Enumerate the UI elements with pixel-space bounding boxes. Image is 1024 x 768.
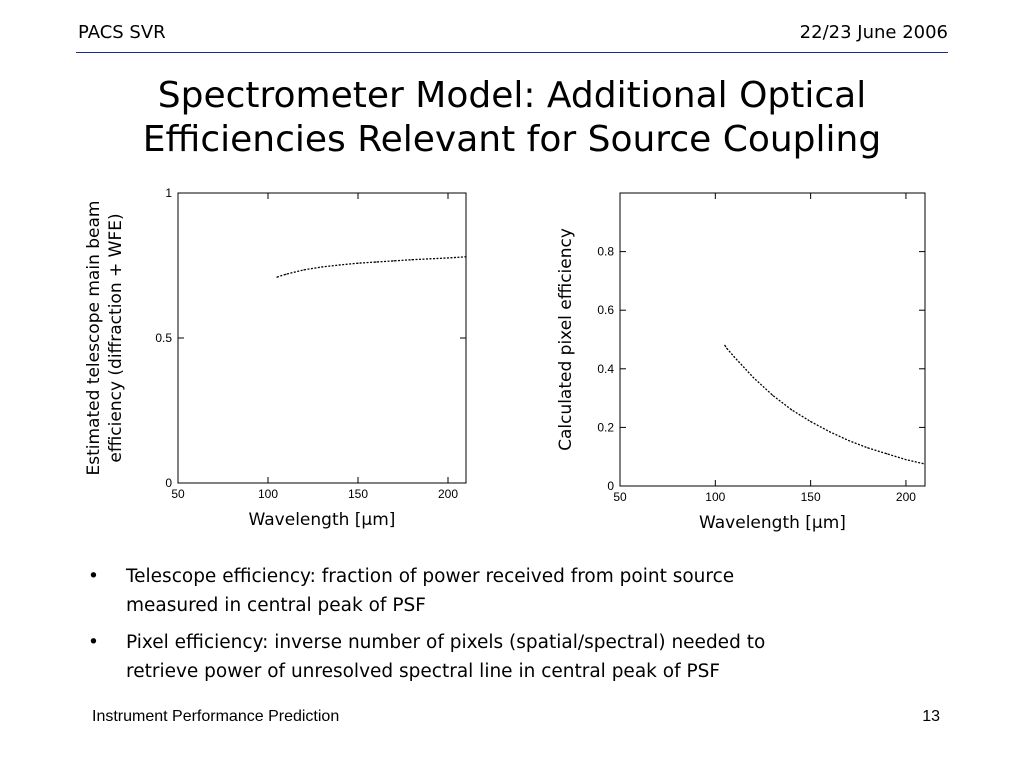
x-tick-label: 150 [801,490,821,504]
bullet-pixel-efficiency: Pixel efficiency: inverse number of pixe… [88,628,938,686]
data-point [411,259,413,261]
y-tick-label: 0 [607,479,614,493]
data-point [886,453,888,455]
series-line [276,256,467,278]
bullet-2-line-2: retrieve power of unresolved spectral li… [126,661,720,682]
data-point [771,394,774,396]
y-tick-label: 1 [165,186,172,200]
bullet-1-line-1: Telescope efficiency: fraction of power … [126,566,735,587]
x-tick-label: 150 [348,487,368,501]
x-tick-label: 200 [438,487,458,501]
bullet-1-line-2: measured in central peak of PSF [126,595,426,616]
data-point [752,376,755,379]
data-point [447,257,449,259]
data-point [724,344,726,346]
x-axis-label: Wavelength [µm] [249,510,396,530]
x-tick-label: 200 [896,490,916,504]
data-point [829,431,831,433]
x-axis-label: Wavelength [µm] [699,513,846,533]
data-point [339,264,341,266]
data-point [905,459,907,461]
data-point [790,409,793,411]
y-tick-label: 0.2 [597,420,614,434]
y-tick-label: 0.6 [597,303,614,317]
data-point [357,262,359,264]
y-axis-label-line: Calculated pixel efficiency [556,228,576,451]
data-point [276,276,278,278]
slide-title-line-2: Efficiencies Relevant for Source Couplin… [142,119,882,160]
series-line [724,345,926,465]
bullet-telescope-efficiency: Telescope efficiency: fraction of power … [88,562,938,620]
bullet-list: Telescope efficiency: fraction of power … [88,562,938,694]
data-point [465,256,467,258]
y-tick-label: 0.4 [597,362,614,376]
y-tick-label: 0 [165,476,172,490]
data-point [726,347,728,349]
data-point [393,260,395,262]
x-tick-label: 50 [171,487,185,501]
x-tick-label: 50 [613,490,627,504]
bullet-2-line-1: Pixel efficiency: inverse number of pixe… [126,632,766,653]
slide-title: Spectrometer Model: Additional Optical E… [0,74,1024,162]
y-tick-label: 0.5 [155,331,172,345]
data-point [733,356,735,358]
header-rule [76,52,948,53]
data-point [303,269,305,271]
header-date: 22/23 June 2006 [799,22,948,43]
x-tick-label: 100 [258,487,278,501]
y-tick-label: 0.8 [597,245,614,259]
header-left-text: PACS SVR [78,22,166,43]
data-point [321,266,323,268]
data-point [810,420,812,423]
data-point [848,439,850,442]
pixel-efficiency-chart: 50 100 150 200 0 0.2 0.4 0.6 0.8 Wavelength [µm] C… [556,192,926,533]
data-point [285,273,287,275]
y-axis-label-line: efficiency (diffraction + WFE) [106,213,126,462]
footer-left-text: Instrument Performance Prediction [92,708,340,725]
data-point [375,261,377,263]
plot-frame [619,192,926,487]
y-axis-label-line: Estimated telescope main beam [84,201,104,476]
data-point [924,463,926,465]
data-point [429,258,431,260]
x-tick-label: 100 [705,490,725,504]
plot-frame [177,192,467,484]
slide-title-line-1: Spectrometer Model: Additional Optical [157,75,867,116]
data-point [867,447,869,449]
telescope-efficiency-chart: 50 100 150 200 0 0.5 1 Wavelength [µm] Estimated… [84,186,467,530]
page-number: 13 [922,708,940,725]
